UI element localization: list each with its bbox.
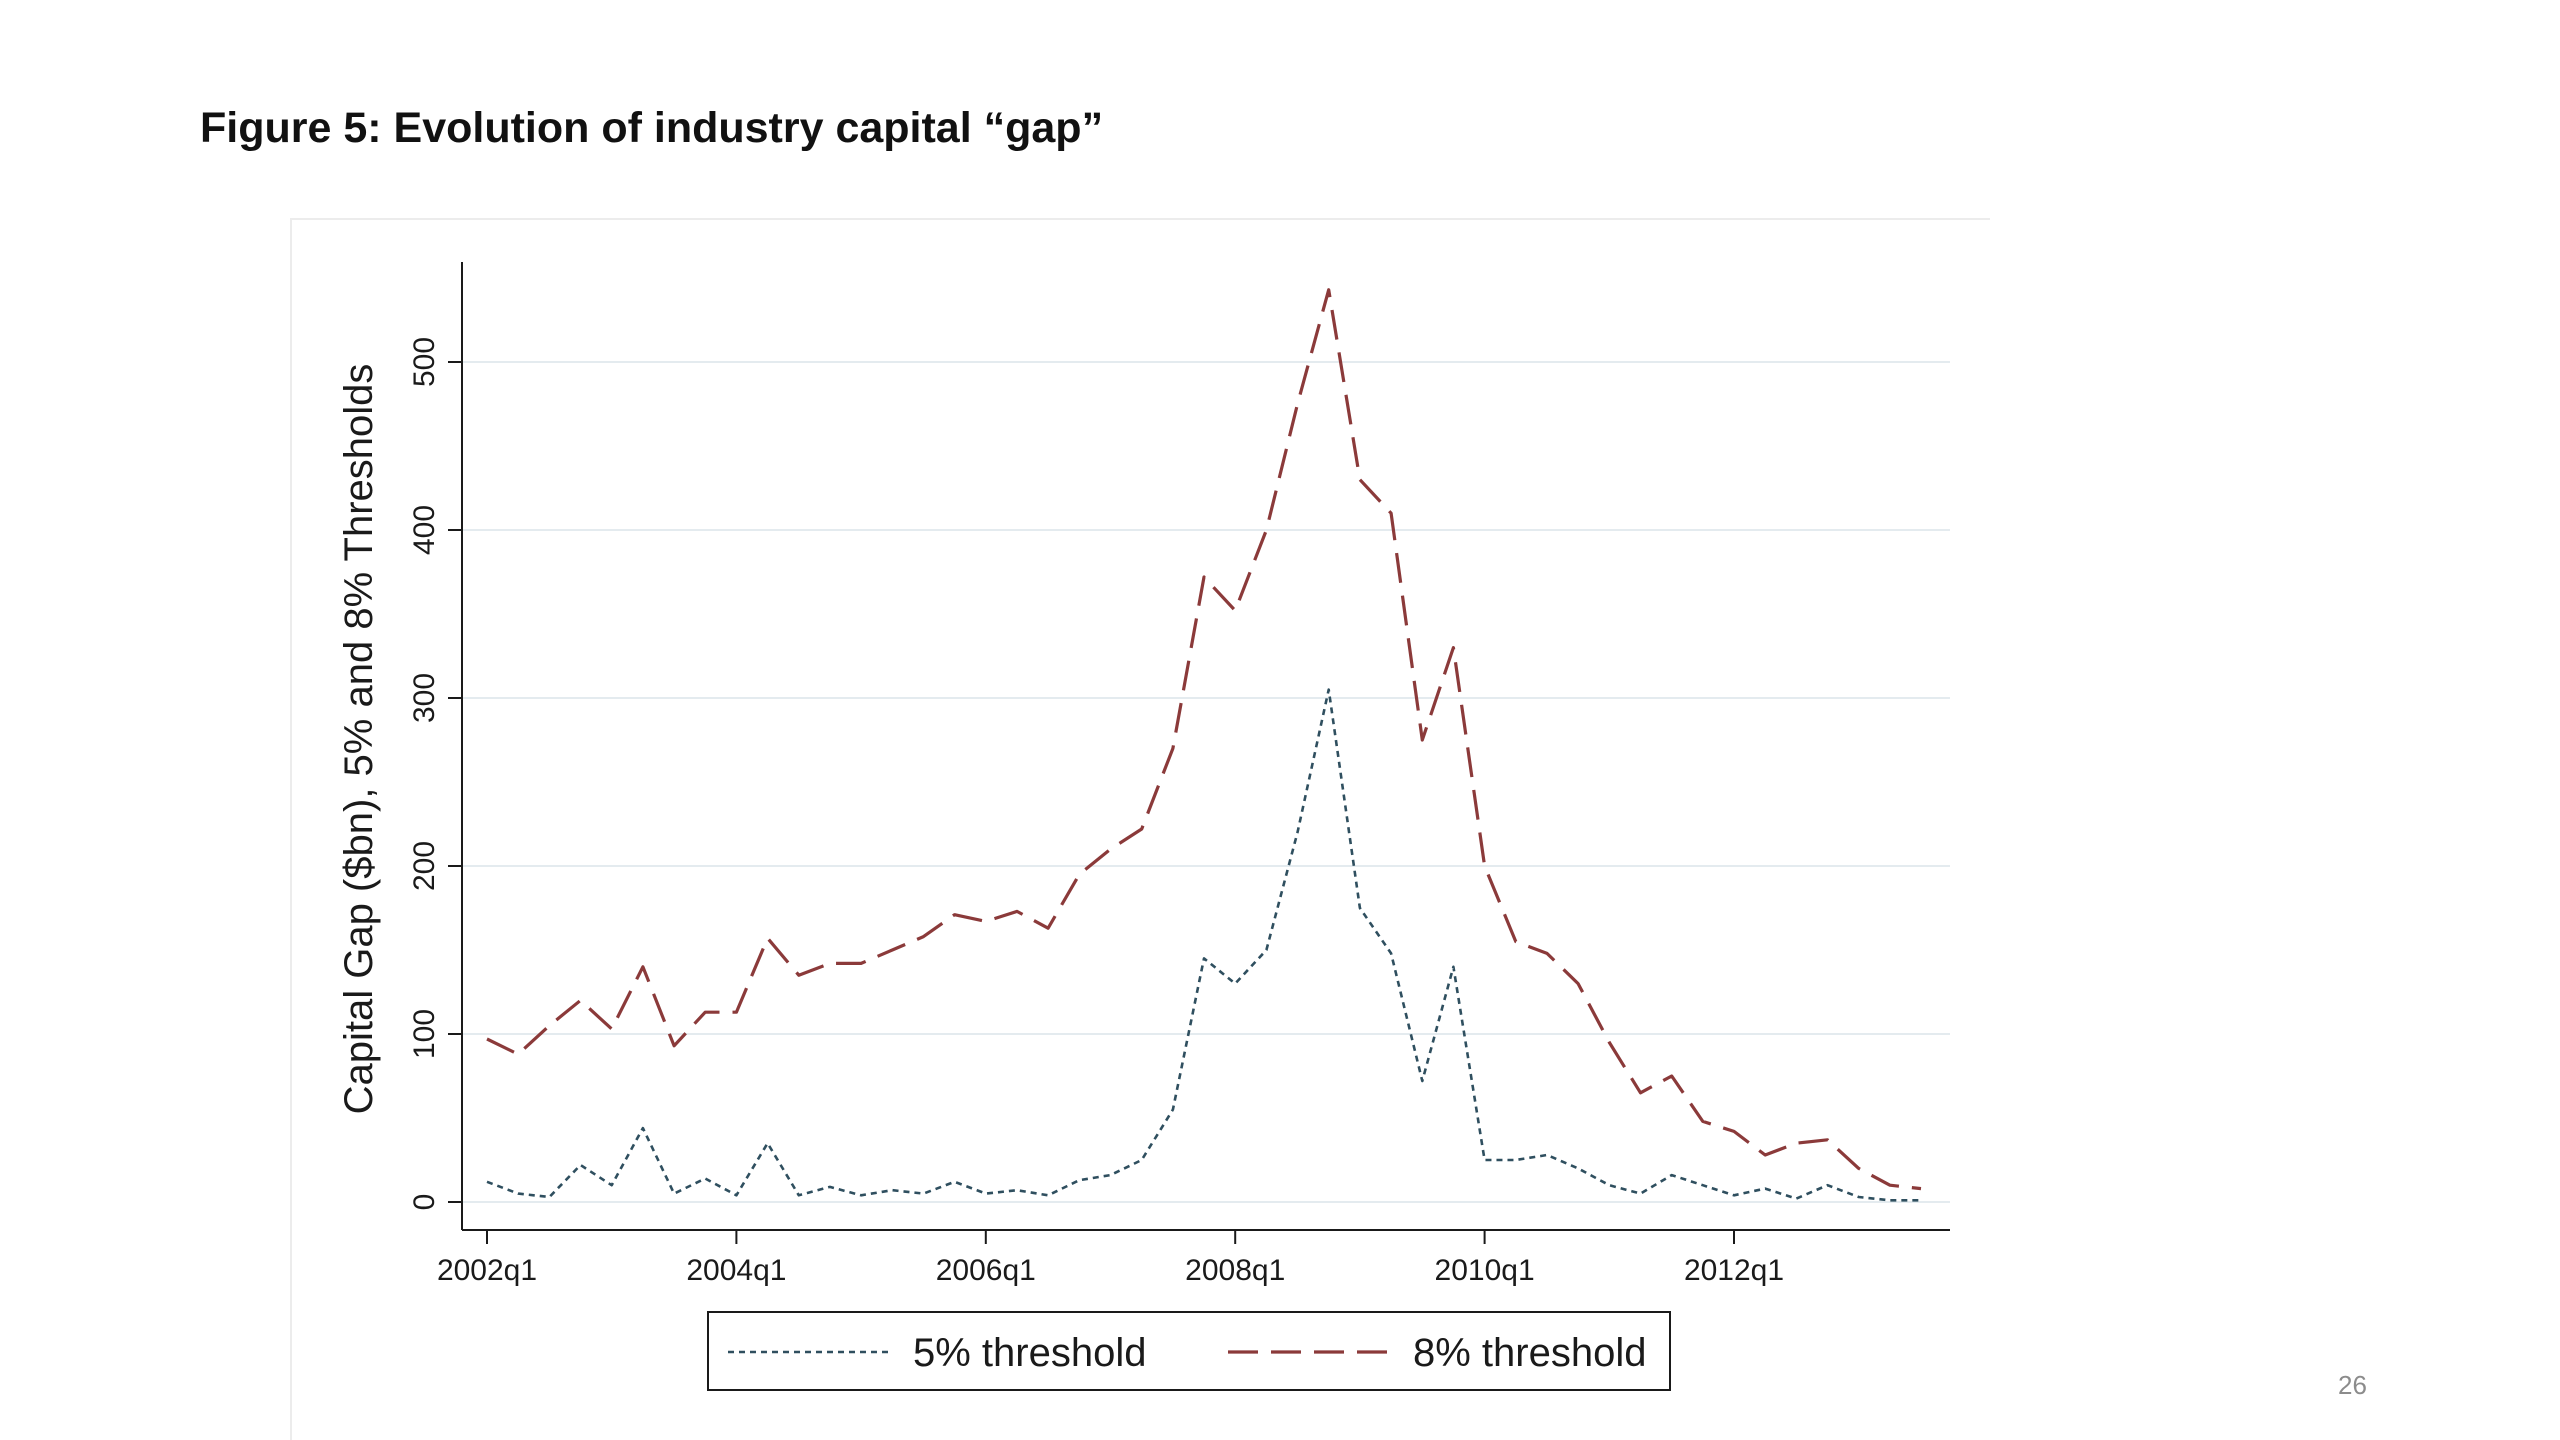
- axes: 0 100 200 300 400 500 2002q1 2004q1 2006q1 2008q1…: [408, 262, 1950, 1287]
- legend-label: 5% threshold: [913, 1331, 1146, 1375]
- legend-label: 8% threshold: [1413, 1331, 1646, 1375]
- x-tick-label: 2004q1: [686, 1254, 786, 1287]
- y-tick-label: 500: [408, 337, 441, 387]
- slide-title: Figure 5: Evolution of industry capital …: [200, 104, 1104, 152]
- x-tick-label: 2002q1: [437, 1254, 537, 1287]
- series-line-1: [486, 688, 1921, 1202]
- y-tick-label: 400: [408, 505, 441, 555]
- x-tick-label: 2010q1: [1435, 1254, 1535, 1287]
- chart-panel: 0 100 200 300 400 500 2002q1 2004q1 2006q1 2008q1…: [290, 218, 1990, 1440]
- slide-number: 26: [2338, 1370, 2367, 1400]
- x-tick-label: 2012q1: [1684, 1254, 1784, 1287]
- series-line-2: [486, 288, 1922, 1191]
- y-tick-label: 100: [408, 1009, 441, 1059]
- x-tick-label: 2006q1: [936, 1254, 1036, 1287]
- line-chart: 0 100 200 300 400 500 2002q1 2004q1 2006q1 2008q1…: [337, 262, 1950, 1391]
- y-tick-label: 300: [408, 673, 441, 723]
- x-tick-label: 2008q1: [1185, 1254, 1285, 1287]
- y-tick-label: 200: [408, 841, 441, 891]
- y-tick-label: 0: [408, 1194, 441, 1211]
- y-axis-label: Capital Gap ($bn), 5% and 8% Thresholds: [337, 364, 381, 1115]
- legend: 5% threshold 8% threshold: [707, 1311, 1671, 1391]
- legend-box: [707, 1311, 1671, 1391]
- grid-lines: [462, 361, 1950, 1203]
- series-lines: [486, 288, 1922, 1202]
